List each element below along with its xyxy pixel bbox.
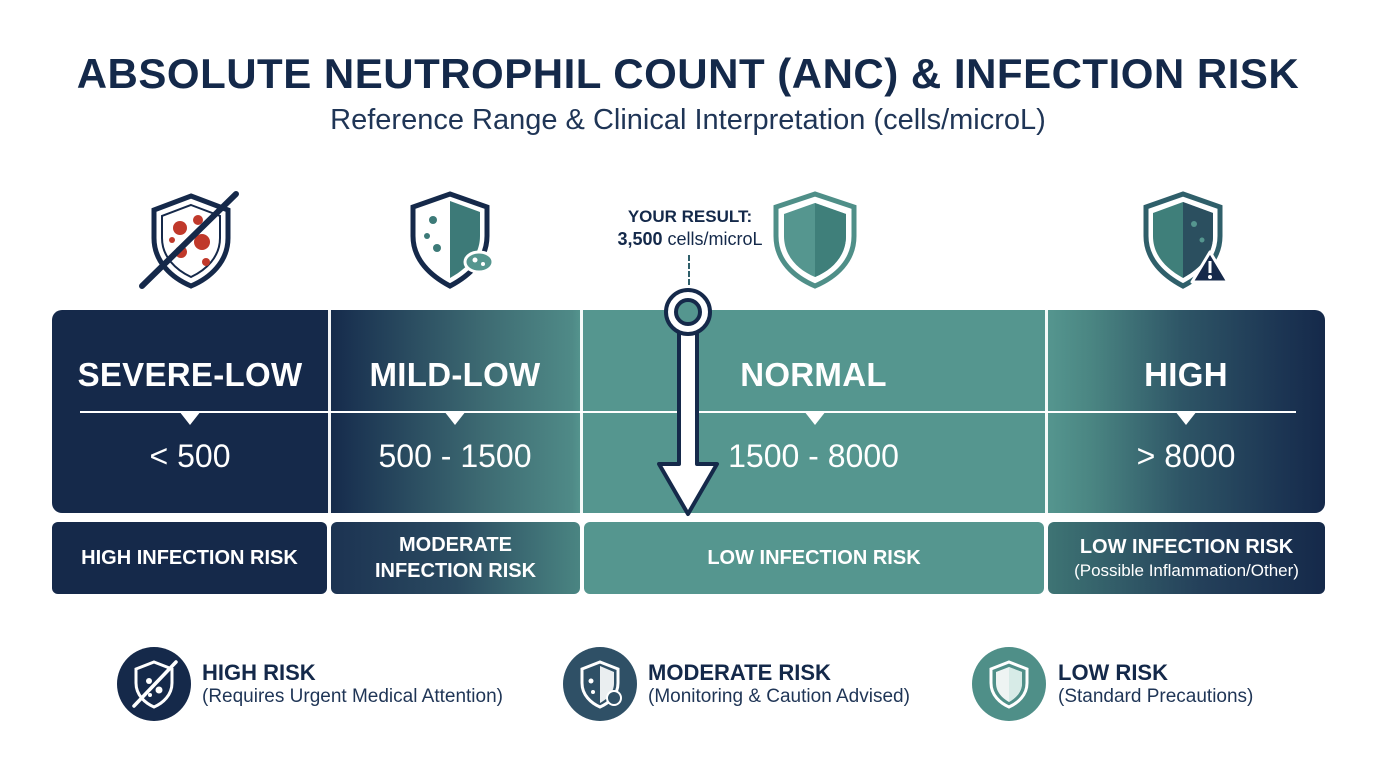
range-normal: 1500 - 8000: [728, 438, 899, 474]
legend-title-high: HIGH RISK: [202, 660, 316, 685]
category-label-normal: NORMAL: [740, 356, 887, 393]
shield-warning-icon: [1143, 191, 1230, 289]
legend-desc-low: (Standard Precautions): [1058, 686, 1254, 707]
page-title: ABSOLUTE NEUTROPHIL COUNT (ANC) & INFECT…: [76, 50, 1300, 97]
axis-tick: [444, 411, 466, 425]
range-severe-low: < 500: [149, 438, 231, 474]
range-mild-low: 500 - 1500: [378, 438, 532, 474]
risk-sublabel: (Possible Inflammation/Other): [1074, 561, 1299, 580]
axis-tick: [804, 411, 826, 425]
risk-box-low-other: LOW INFECTION RISK (Possible Inflammatio…: [1048, 522, 1325, 594]
result-value: 3,500 cells/microL: [560, 229, 820, 250]
axis-tick: [179, 411, 201, 425]
legend-desc-moderate: (Monitoring & Caution Advised): [648, 686, 910, 707]
half-shield-icon: [563, 647, 637, 721]
range-high: > 8000: [1136, 438, 1236, 474]
crossed-shield-bacteria-icon: [139, 191, 239, 289]
category-label-mild-low: MILD-LOW: [369, 356, 541, 393]
result-pointer-arrow: [657, 288, 719, 516]
risk-box-low: LOW INFECTION RISK: [584, 522, 1044, 594]
result-number: 3,500: [617, 229, 663, 249]
risk-label-line2: INFECTION RISK: [374, 560, 537, 582]
shield-icon: [773, 191, 857, 289]
result-leader-line: [688, 255, 690, 285]
result-label: YOUR RESULT:: [627, 207, 753, 226]
half-shield-bacteria-icon: [410, 191, 495, 289]
category-label-severe-low: SEVERE-LOW: [77, 356, 303, 393]
category-label-high: HIGH: [1144, 356, 1228, 393]
legend-desc-high: (Requires Urgent Medical Attention): [202, 686, 503, 707]
risk-label: MODERATE: [399, 534, 512, 556]
result-unit: cells/microL: [667, 229, 763, 249]
axis-tick: [1175, 411, 1197, 425]
legend-title-moderate: MODERATE RISK: [648, 660, 831, 685]
risk-label: LOW INFECTION RISK: [707, 547, 921, 569]
shield-icon: [972, 647, 1046, 721]
risk-label: LOW INFECTION RISK: [1079, 536, 1294, 558]
risk-label: HIGH INFECTION RISK: [81, 547, 298, 569]
risk-box-high: HIGH INFECTION RISK: [52, 522, 327, 594]
crossed-shield-icon: [117, 647, 191, 721]
risk-box-moderate: MODERATE INFECTION RISK: [331, 522, 580, 594]
page-subtitle: Reference Range & Clinical Interpretatio…: [330, 104, 1046, 136]
legend-title-low: LOW RISK: [1058, 660, 1168, 685]
